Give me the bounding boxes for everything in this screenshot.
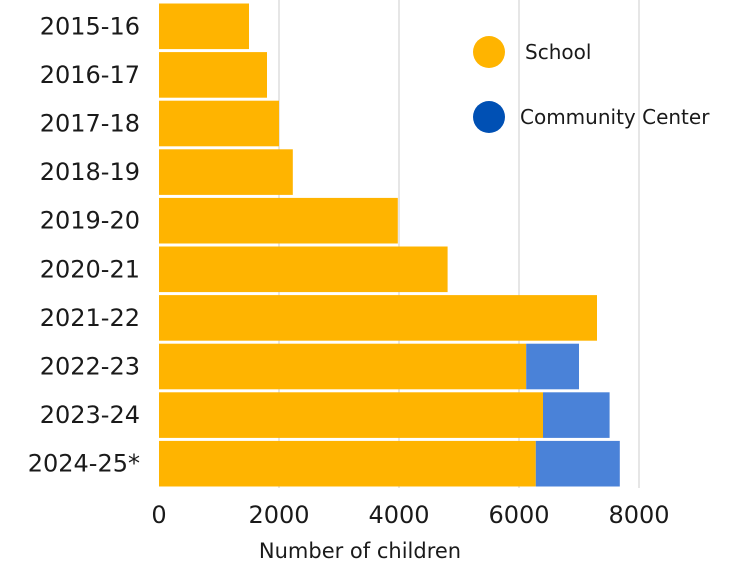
category-label-2024-25: 2024-25*: [28, 450, 140, 478]
category-label-2021-22: 2021-22: [40, 304, 140, 332]
bar-school-2021-22: [159, 295, 597, 341]
bar-school-2018-19: [159, 149, 293, 195]
category-label-2019-20: 2019-20: [40, 207, 140, 235]
x-tick-labels: 0 2000 4000 6000 8000: [151, 501, 669, 529]
bar-school-2019-20: [159, 197, 398, 244]
bar-community-center-2022-23: [526, 343, 579, 390]
bar-community-center-2024-25: [535, 440, 620, 487]
category-label-2015-16: 2015-16: [40, 12, 140, 40]
bar-school-2023-24: [159, 392, 543, 438]
x-tick-6000: 6000: [488, 501, 549, 529]
category-label-2016-17: 2016-17: [40, 61, 140, 89]
bar-school-2022-23: [159, 343, 527, 390]
x-tick-0: 0: [151, 501, 166, 529]
bar-community-center-2023-24: [543, 392, 610, 438]
category-label-2020-21: 2020-21: [40, 255, 140, 283]
bars: [159, 3, 620, 487]
category-label-2023-24: 2023-24: [40, 401, 140, 429]
legend-label-school: School: [525, 40, 591, 64]
legend-marker-community-center: [473, 101, 505, 133]
bar-school-2017-18: [159, 100, 279, 147]
category-label-2017-18: 2017-18: [40, 110, 140, 138]
category-label-2018-19: 2018-19: [40, 158, 140, 186]
category-label-2022-23: 2022-23: [40, 353, 140, 381]
x-axis-title: Number of children: [259, 539, 461, 563]
bar-school-2015-16: [159, 3, 249, 50]
x-tick-2000: 2000: [248, 501, 309, 529]
x-tick-8000: 8000: [608, 501, 669, 529]
bar-school-2016-17: [159, 52, 267, 98]
category-labels: 2015-16 2016-17 2017-18 2018-19 2019-20 2020-…: [28, 12, 140, 477]
legend-label-community-center: Community Center: [520, 105, 710, 129]
bar-school-2020-21: [159, 246, 448, 293]
x-tick-4000: 4000: [368, 501, 429, 529]
legend: School Community Center: [473, 36, 710, 133]
legend-marker-school: [473, 36, 505, 68]
bar-school-2024-25: [159, 440, 536, 487]
